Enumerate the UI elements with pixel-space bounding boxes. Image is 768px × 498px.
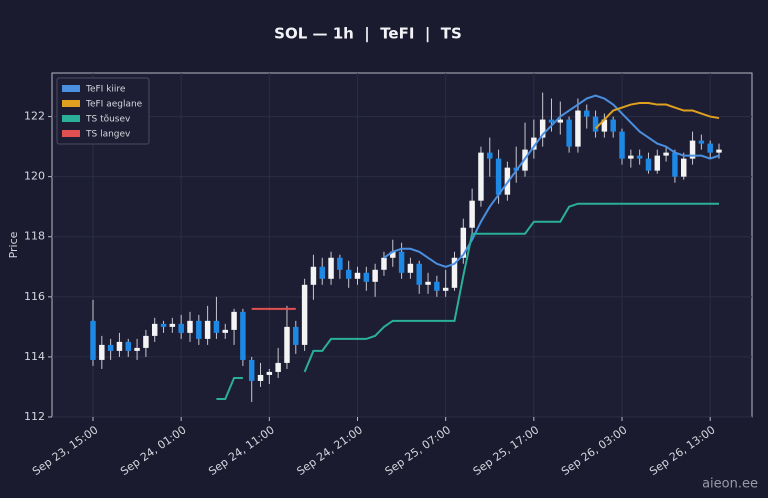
candle-body — [196, 320, 202, 339]
candle-body — [663, 152, 669, 156]
series-line — [216, 376, 243, 400]
watermark: aieon.ee — [702, 477, 758, 492]
candle-body — [610, 119, 616, 132]
candle-body — [284, 326, 290, 363]
candle-body — [240, 311, 246, 360]
candle-body — [628, 155, 634, 159]
candle-body — [345, 269, 352, 279]
y-tick-label: 120 — [24, 170, 45, 183]
candle-body — [160, 323, 167, 327]
candle-body — [575, 110, 581, 147]
legend-swatch — [62, 115, 80, 122]
candle-body — [469, 200, 475, 228]
legend-box — [56, 77, 150, 145]
candle-body — [478, 152, 484, 201]
candle-body — [707, 143, 713, 153]
candle-body — [451, 257, 458, 288]
candle-body — [654, 155, 661, 171]
legend-swatch — [62, 85, 80, 92]
candle-body — [398, 251, 405, 273]
candle-body — [672, 152, 678, 177]
candle-body — [301, 284, 308, 345]
candle-body — [716, 149, 722, 153]
candle-body — [151, 323, 158, 336]
legend-label: TS tõusev — [85, 115, 131, 125]
series-line — [383, 94, 720, 268]
y-tick-label: 116 — [24, 290, 45, 303]
candle-body — [310, 266, 317, 285]
candle-body — [381, 257, 387, 270]
candle-body — [407, 263, 414, 273]
candle-body — [134, 347, 140, 351]
candle-body — [187, 320, 193, 333]
legend-label: TS langev — [85, 130, 131, 140]
legend-swatch — [62, 130, 80, 137]
candle-body — [293, 326, 299, 345]
candle-body — [169, 323, 176, 327]
candle-body — [90, 320, 96, 360]
candle-body — [213, 320, 220, 333]
y-tick-label: 122 — [24, 110, 45, 123]
candle-body — [178, 323, 184, 333]
candle-body — [619, 131, 625, 159]
candle-body — [222, 329, 228, 333]
candle-body — [689, 140, 696, 159]
candle-body — [99, 344, 105, 360]
candle-body — [319, 266, 325, 279]
candle-body — [275, 362, 281, 372]
legend-label: TeFI kiire — [85, 85, 126, 95]
candle-body — [698, 140, 705, 144]
candle-body — [425, 281, 431, 285]
candle-body — [116, 341, 123, 351]
candle-body — [680, 158, 687, 177]
candle-body — [584, 110, 590, 117]
candle-body — [204, 320, 211, 339]
candle-body — [442, 287, 449, 291]
candle-body — [372, 269, 378, 282]
candle-body — [416, 263, 422, 285]
candle-body — [531, 137, 537, 150]
candle-body — [601, 119, 608, 132]
candle-body — [636, 155, 643, 159]
candle-body — [460, 227, 467, 258]
candle-body — [231, 311, 237, 330]
candle-body — [592, 116, 599, 132]
candle-body — [487, 152, 493, 159]
legend-label: TeFI aeglane — [85, 100, 143, 110]
y-tick-label: 114 — [24, 350, 45, 363]
candle-body — [337, 257, 343, 270]
y-tick-label: 118 — [24, 230, 45, 243]
candle-body — [548, 119, 555, 123]
candle-body — [539, 119, 546, 138]
candle-body — [566, 119, 572, 147]
candle-body — [328, 257, 334, 279]
candle-body — [434, 281, 440, 291]
y-axis-label: Price — [7, 231, 20, 258]
candle-body — [248, 359, 255, 381]
candle-body — [645, 158, 652, 171]
candle-body — [495, 158, 502, 195]
candle-body — [557, 119, 564, 123]
candle-body — [143, 335, 149, 348]
candle-body — [363, 272, 370, 282]
legend-swatch — [62, 100, 80, 107]
chart-title: SOL — 1h | TeFI | TS — [274, 25, 462, 44]
candle-body — [107, 344, 114, 351]
series-line — [594, 102, 720, 130]
series-line — [303, 202, 719, 373]
candle-body — [266, 371, 273, 375]
y-tick-label: 112 — [24, 410, 45, 423]
candle-body — [257, 374, 264, 381]
candle-body — [354, 272, 361, 279]
candle-body — [390, 251, 396, 258]
candle-body — [125, 341, 132, 351]
